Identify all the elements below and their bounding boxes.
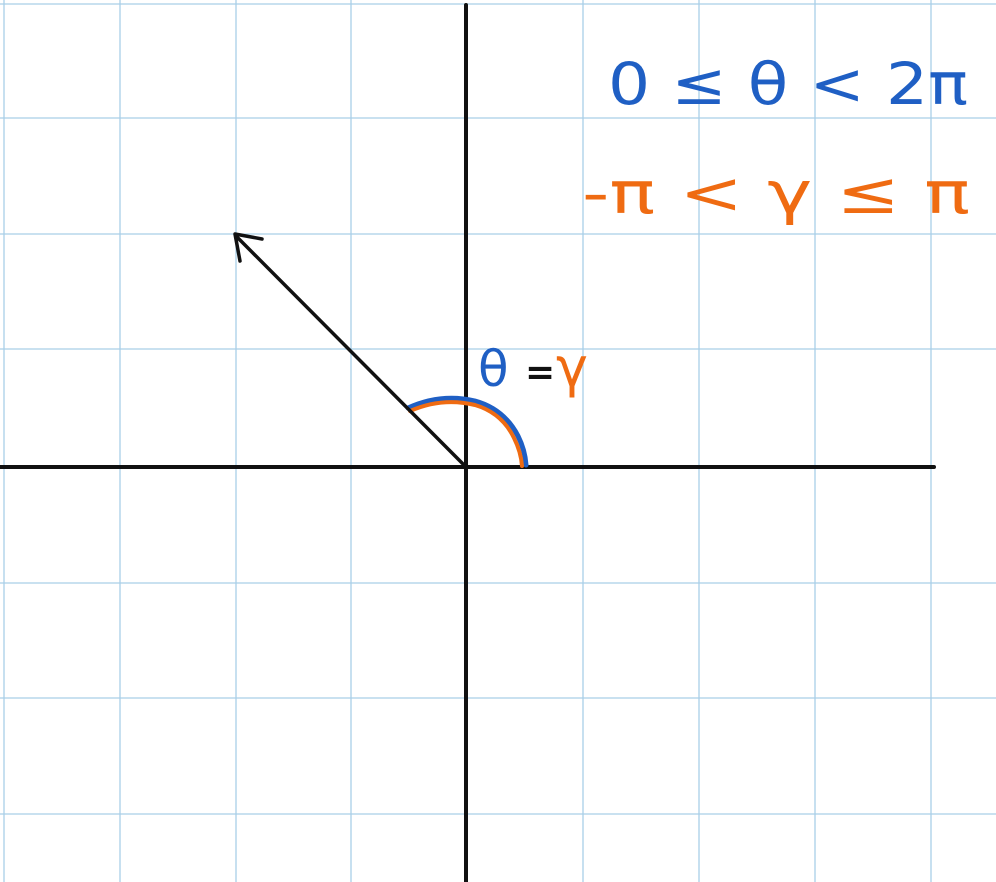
angle-label-theta: θ (478, 340, 509, 398)
vector-arrow-shaft (234, 234, 468, 469)
angle-label-equals: = (525, 352, 555, 393)
gamma-range-text: -π < γ ≤ π (582, 159, 970, 227)
angle-label-gamma: γ (556, 336, 588, 399)
theta-arc (405, 395, 529, 468)
theta-range-text: 0 ≤ θ < 2π (608, 50, 968, 118)
gamma-arc (408, 400, 524, 468)
vector-arrowhead (233, 232, 264, 263)
